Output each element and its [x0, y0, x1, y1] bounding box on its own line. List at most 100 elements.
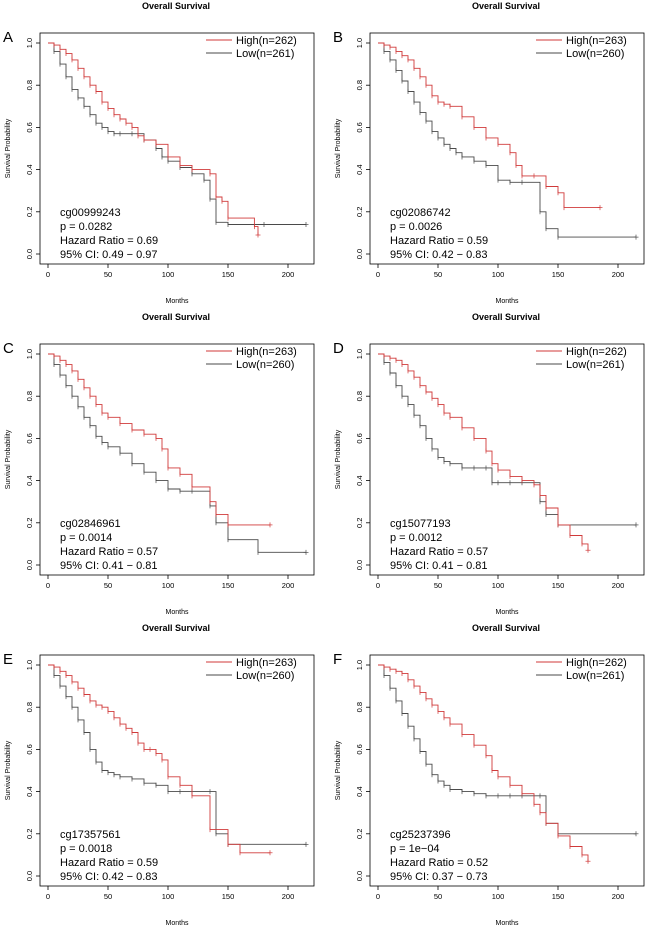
hazard-ratio: Hazard Ratio = 0.57 — [60, 546, 158, 558]
chart-title: Overall Survival — [142, 312, 210, 322]
y-tick-label: 1.0 — [355, 38, 364, 48]
panel-a: Overall Survival A 0.0 0.2 0.4 0.6 0.8 1.0 0 50 10… — [3, 1, 315, 305]
plot-frame — [39, 343, 315, 576]
legend-label-high: High(n=262) — [566, 657, 627, 669]
panel-letter: D — [333, 340, 344, 357]
probe-id: cg02846961 — [60, 518, 121, 530]
x-tick-label: 50 — [434, 892, 442, 901]
x-tick-label: 50 — [434, 581, 442, 590]
km-curve-low — [48, 42, 306, 225]
y-tick-label: 0.6 — [25, 744, 34, 754]
panel-b: Overall Survival B 0.0 0.2 0.4 0.6 0.8 1.0 0 50 10… — [333, 1, 645, 305]
panel-f: Overall Survival F 0.0 0.2 0.4 0.6 0.8 1.0 0 50 10… — [333, 623, 645, 927]
x-tick-label: 200 — [282, 892, 295, 901]
km-curve-low — [48, 664, 306, 845]
y-tick-label: 0.2 — [355, 829, 364, 839]
legend-label-high: High(n=262) — [566, 346, 627, 358]
p-value: p = 0.0014 — [60, 532, 112, 544]
y-tick-label: 0.6 — [25, 122, 34, 132]
y-tick-label: 0.4 — [355, 786, 364, 796]
chart-title: Overall Survival — [472, 1, 540, 11]
y-axis-label: Survival Probability — [335, 118, 342, 178]
p-value: p = 0.0018 — [60, 843, 112, 855]
stats-annotation: cg02086742 p = 0.0026 Hazard Ratio = 0.59 9… — [390, 207, 488, 261]
x-tick-label: 200 — [612, 892, 625, 901]
x-tick-label: 150 — [222, 581, 235, 590]
hazard-ratio: Hazard Ratio = 0.69 — [60, 235, 158, 247]
y-tick-label: 0.0 — [355, 249, 364, 259]
hazard-ratio: Hazard Ratio = 0.57 — [390, 546, 488, 558]
km-curve-high — [48, 664, 270, 854]
x-tick-label: 50 — [104, 892, 112, 901]
legend-label-low: Low(n=261) — [566, 670, 624, 682]
km-curve-low — [378, 664, 636, 835]
panel-letter: A — [3, 29, 13, 46]
x-tick-label: 50 — [104, 270, 112, 279]
panel-e: Overall Survival E 0.0 0.2 0.4 0.6 0.8 1.0 0 50 10… — [3, 623, 315, 927]
panel-c: Overall Survival C 0.0 0.2 0.4 0.6 0.8 1.0 0 50 10… — [3, 312, 315, 616]
legend-label-low: Low(n=260) — [236, 670, 294, 682]
y-tick-label: 0.6 — [355, 122, 364, 132]
x-tick-label: 150 — [552, 892, 565, 901]
x-tick-label: 200 — [612, 270, 625, 279]
confidence-interval: 95% CI: 0.41 − 0.81 — [390, 560, 488, 572]
panel-d: Overall Survival D 0.0 0.2 0.4 0.6 0.8 1.0 0 50 10… — [333, 312, 645, 616]
y-tick-label: 1.0 — [25, 38, 34, 48]
x-tick-label: 200 — [282, 581, 295, 590]
panel-letter: C — [3, 340, 14, 357]
x-axis-label: Months — [496, 920, 519, 927]
chart-title: Overall Survival — [472, 623, 540, 633]
y-axis-label: Survival Probability — [5, 740, 12, 800]
legend-label-low: Low(n=261) — [566, 359, 624, 371]
x-tick-label: 150 — [552, 270, 565, 279]
chart-title: Overall Survival — [472, 312, 540, 322]
legend: High(n=263)Low(n=260) — [206, 346, 297, 371]
probe-id: cg02086742 — [390, 207, 451, 219]
p-value: p = 0.0026 — [390, 221, 442, 233]
y-tick-label: 0.2 — [25, 207, 34, 217]
hazard-ratio: Hazard Ratio = 0.59 — [390, 235, 488, 247]
y-tick-label: 1.0 — [25, 660, 34, 670]
x-tick-label: 0 — [376, 892, 380, 901]
y-tick-label: 0.4 — [25, 164, 34, 174]
x-tick-label: 100 — [162, 581, 175, 590]
y-tick-label: 1.0 — [25, 349, 34, 359]
y-tick-label: 1.0 — [355, 660, 364, 670]
y-tick-label: 0.6 — [355, 433, 364, 443]
plot-frame — [369, 654, 645, 887]
x-tick-label: 200 — [612, 581, 625, 590]
x-tick-label: 100 — [492, 892, 505, 901]
stats-annotation: cg00999243 p = 0.0282 Hazard Ratio = 0.69 9… — [60, 207, 158, 261]
x-tick-label: 0 — [46, 892, 50, 901]
y-tick-label: 0.8 — [355, 702, 364, 712]
stats-annotation: cg15077193 p = 0.0012 Hazard Ratio = 0.57 9… — [390, 518, 488, 572]
confidence-interval: 95% CI: 0.42 − 0.83 — [390, 249, 488, 261]
km-curve-high — [378, 42, 600, 209]
x-axis-label: Months — [166, 609, 189, 616]
y-tick-label: 0.0 — [25, 249, 34, 259]
stats-annotation: cg25237396 p = 1e−04 Hazard Ratio = 0.52 95… — [390, 829, 488, 883]
y-tick-label: 0.6 — [355, 744, 364, 754]
x-tick-label: 100 — [162, 270, 175, 279]
probe-id: cg17357561 — [60, 829, 121, 841]
x-tick-label: 0 — [376, 581, 380, 590]
y-tick-label: 0.6 — [25, 433, 34, 443]
y-tick-label: 0.0 — [355, 871, 364, 881]
legend: High(n=262)Low(n=261) — [206, 35, 297, 60]
confidence-interval: 95% CI: 0.42 − 0.83 — [60, 871, 158, 883]
y-tick-label: 0.4 — [25, 475, 34, 485]
y-axis-label: Survival Probability — [335, 740, 342, 800]
legend: High(n=263)Low(n=260) — [206, 657, 297, 682]
x-tick-label: 150 — [222, 270, 235, 279]
hazard-ratio: Hazard Ratio = 0.52 — [390, 857, 488, 869]
p-value: p = 0.0012 — [390, 532, 442, 544]
y-tick-label: 0.8 — [25, 80, 34, 90]
y-tick-label: 0.4 — [25, 786, 34, 796]
legend-label-high: High(n=262) — [236, 35, 297, 47]
y-tick-label: 1.0 — [355, 349, 364, 359]
p-value: p = 0.0282 — [60, 221, 112, 233]
legend-label-high: High(n=263) — [236, 346, 297, 358]
y-tick-label: 0.0 — [355, 560, 364, 570]
stats-annotation: cg02846961 p = 0.0014 Hazard Ratio = 0.57 9… — [60, 518, 158, 572]
